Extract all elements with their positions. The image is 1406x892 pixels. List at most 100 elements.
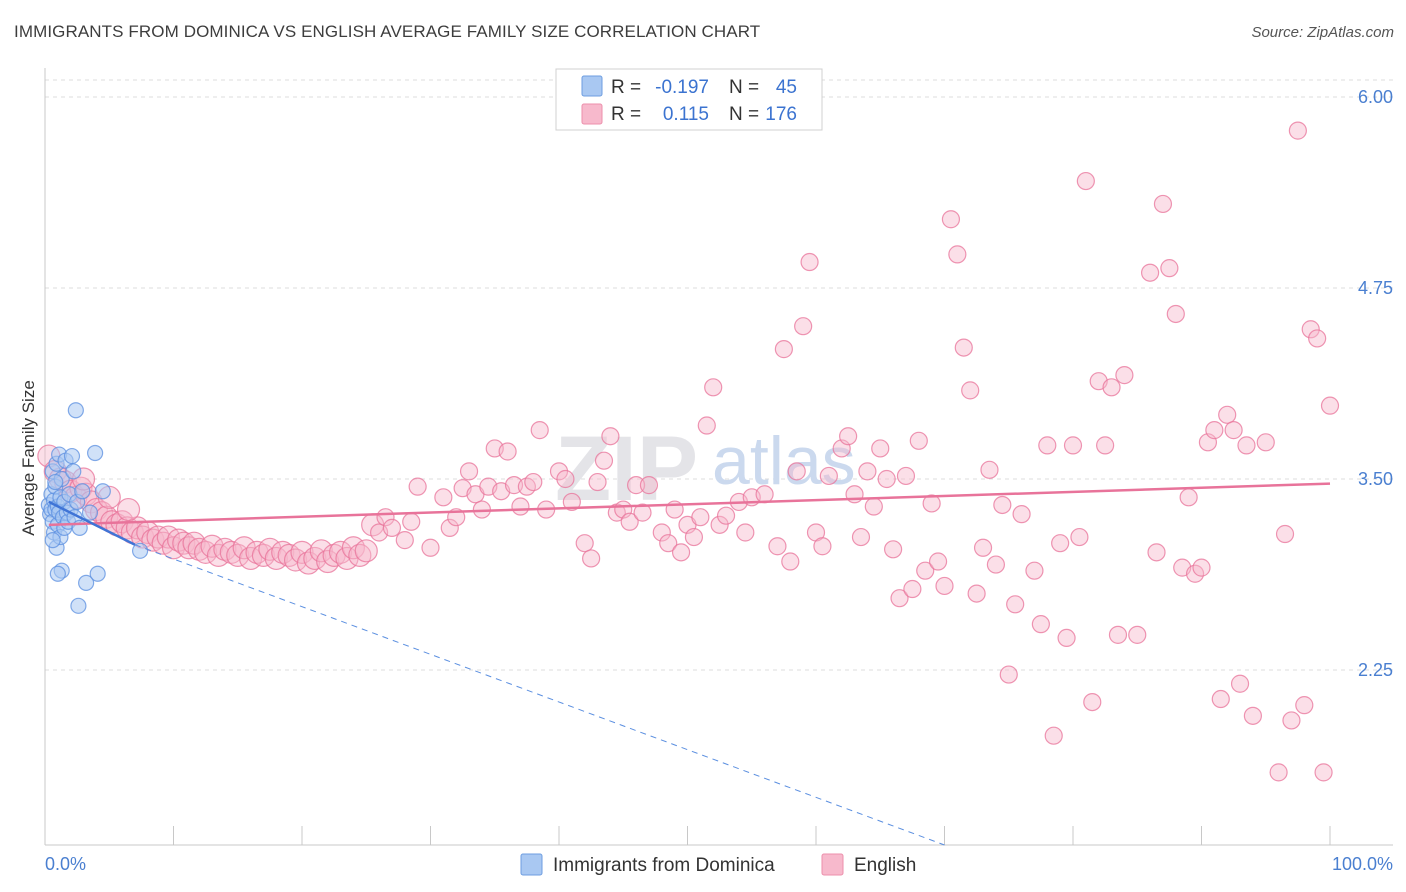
english-point	[909, 431, 928, 450]
english-point	[511, 497, 530, 516]
english-point	[633, 503, 652, 522]
english-point	[1070, 527, 1089, 547]
english-point	[408, 477, 427, 496]
english-point	[1295, 696, 1314, 715]
english-point	[316, 549, 340, 574]
english-point	[1282, 711, 1301, 730]
legend-n-value-english: 176	[765, 104, 797, 125]
english-point	[755, 485, 774, 504]
english-point	[787, 462, 806, 481]
english-point	[1160, 259, 1179, 278]
stats-legend: R = -0.197 N = 45 R = 0.115 N = 176	[555, 68, 823, 131]
english-point	[1192, 558, 1211, 577]
dominica-point	[63, 447, 81, 465]
english-point	[961, 381, 980, 400]
english-point	[800, 252, 819, 272]
english-point	[993, 495, 1012, 515]
dominica-point	[49, 565, 66, 582]
english-point	[382, 518, 402, 537]
y-tick-labels: 2.25 3.50 4.75 6.00	[1358, 87, 1393, 680]
english-point	[421, 538, 440, 557]
dominica-point	[94, 483, 111, 500]
english-point	[980, 460, 999, 479]
english-point	[434, 488, 453, 507]
english-point	[530, 421, 549, 440]
legend-r-value-english: 0.115	[663, 104, 709, 125]
y-tick-label: 3.50	[1358, 469, 1393, 489]
english-point	[498, 442, 517, 461]
english-point	[1038, 436, 1057, 455]
english-point	[871, 439, 890, 458]
english-point	[588, 472, 607, 492]
watermark: ZIP atlas	[555, 418, 856, 520]
dominica-point	[67, 402, 84, 419]
english-point	[601, 427, 620, 446]
english-point	[296, 551, 321, 575]
english-point	[402, 512, 421, 531]
english-point	[626, 476, 646, 495]
y-tick-label: 4.75	[1358, 278, 1393, 298]
english-point	[1044, 726, 1063, 745]
english-point	[973, 538, 993, 557]
english-point	[813, 537, 832, 556]
english-point	[659, 534, 678, 553]
english-point	[864, 497, 883, 516]
english-point	[916, 561, 935, 580]
legend-r-label-english: R =	[611, 104, 641, 125]
english-point	[858, 462, 877, 481]
y-tick-label: 6.00	[1358, 87, 1393, 107]
english-point	[999, 665, 1018, 684]
english-point	[1314, 763, 1333, 782]
english-point	[954, 338, 973, 357]
english-point	[1076, 171, 1095, 191]
series-legend: Immigrants from Dominica English	[520, 853, 916, 876]
english-point	[1179, 488, 1198, 507]
english-point	[890, 589, 909, 608]
series-legend-label-english: English	[854, 855, 916, 876]
dominica-point	[78, 574, 95, 592]
english-point	[395, 531, 414, 550]
english-point	[582, 549, 601, 568]
dominica-point	[44, 532, 61, 549]
english-point	[928, 552, 948, 571]
english-point	[1115, 365, 1134, 385]
english-point	[774, 340, 793, 359]
english-point	[851, 527, 871, 547]
english-point	[652, 523, 671, 542]
english-point	[1205, 421, 1224, 440]
english-point	[903, 579, 922, 599]
english-point	[1006, 595, 1025, 614]
legend-r-value-dominica: -0.197	[655, 77, 709, 98]
english-point	[671, 543, 691, 562]
english-point	[1083, 692, 1102, 712]
english-point	[1128, 625, 1147, 644]
dominica-point	[87, 444, 104, 462]
legend-n-label-english: N =	[729, 104, 759, 125]
trend-lines	[48, 482, 1331, 846]
x-tick-label: 100.0%	[1332, 854, 1393, 874]
english-point	[691, 508, 710, 527]
english-point	[716, 506, 736, 525]
dominica-point	[81, 504, 99, 521]
english-point	[967, 584, 986, 603]
english-point	[941, 210, 961, 229]
english-point	[986, 555, 1006, 574]
dominica-point	[131, 542, 149, 559]
english-point	[309, 539, 333, 563]
english-point	[639, 476, 659, 495]
english-point	[1057, 628, 1076, 648]
series-legend-label-dominica: Immigrants from Dominica	[553, 855, 775, 876]
series-legend-swatch-english	[821, 853, 844, 876]
english-point	[1051, 534, 1070, 553]
english-point	[1025, 561, 1044, 580]
dominica-point	[47, 473, 64, 491]
english-point	[684, 527, 704, 547]
x-ticks	[173, 826, 1331, 845]
english-point	[1301, 320, 1320, 339]
english-point	[883, 540, 903, 559]
english-point	[549, 462, 569, 481]
english-point	[1102, 378, 1121, 397]
english-point	[116, 497, 141, 522]
x-tick-label: 0.0%	[45, 854, 86, 874]
